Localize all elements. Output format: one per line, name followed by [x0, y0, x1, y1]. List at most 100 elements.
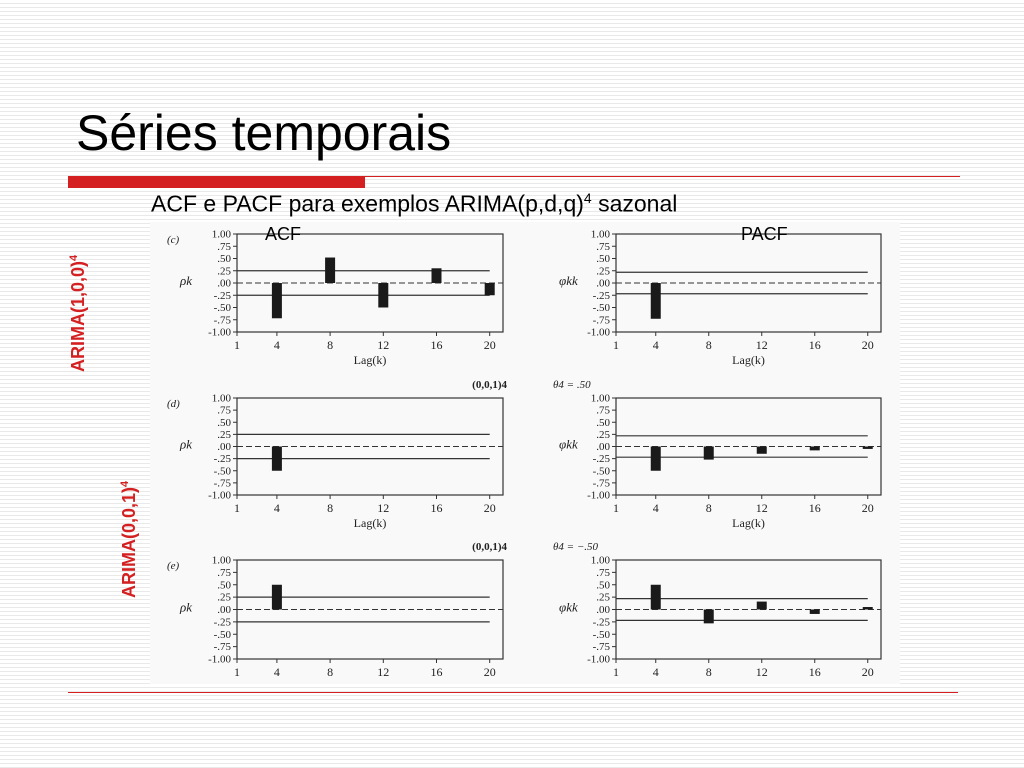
chart5-ytick-label: .50: [596, 579, 610, 591]
chart0-xtick-label: 16: [431, 338, 443, 352]
chart2-ytick-label: -.25: [214, 453, 232, 465]
chart1-ytick-label: 1.00: [591, 229, 611, 241]
chart0-xtick-label: 20: [484, 338, 496, 352]
chart5-xtick-label: 1: [613, 665, 619, 679]
chart5-xtick-label: 20: [862, 665, 874, 679]
chart2-xtick-label: 1: [234, 501, 240, 515]
chart0-xtick-label: 8: [327, 338, 333, 352]
chart5-bar: [756, 601, 767, 610]
chart1-xlabel: Lag(k): [732, 353, 765, 367]
chart2-ytick-label: .75: [217, 405, 231, 417]
chart1-xtick-label: 1: [613, 338, 619, 352]
chart5-bar: [809, 609, 820, 614]
pacf-column-label: PACF: [741, 224, 788, 244]
chart0-ytick-label: 1.00: [212, 229, 232, 241]
chart4-ytick-label: .75: [217, 567, 231, 579]
chart2-ytick-label: -.50: [214, 465, 232, 477]
chart1-ytick-label: -.75: [593, 314, 611, 326]
chart5-bar: [703, 609, 714, 624]
chart1-ylabel: φkk: [559, 273, 578, 288]
chart5-xtick-label: 12: [756, 665, 768, 679]
chart3-ytick-label: -1.00: [587, 490, 610, 502]
chart5-bar: [862, 607, 873, 610]
chart2-ytick-label: 1.00: [212, 393, 232, 405]
chart1-xtick-label: 20: [862, 338, 874, 352]
chart3-ytick-label: -.75: [593, 477, 611, 489]
chart3-bar: [756, 446, 767, 454]
chart5-ytick-label: .25: [596, 592, 610, 604]
chart1-ytick-label: .50: [596, 253, 610, 265]
chart3-bar: [809, 446, 820, 451]
chart4-ytick-label: -1.00: [208, 654, 231, 666]
chart3-xlabel: Lag(k): [732, 516, 765, 530]
chart3-ytick-label: .75: [596, 405, 610, 417]
chart4-ytick-label: .50: [217, 579, 231, 591]
chart1-ytick-label: -.50: [593, 302, 611, 314]
chart2-header-left: (0,0,1)4: [472, 379, 507, 391]
chart0-ytick-label: -1.00: [208, 327, 231, 339]
chart3-ytick-label: -.50: [593, 465, 611, 477]
chart3-ytick-label: 1.00: [591, 393, 611, 405]
chart0-bar: [325, 257, 336, 283]
chart2-ytick-label: .50: [217, 417, 231, 429]
chart3-xtick-label: 1: [613, 501, 619, 515]
chart3-bar: [703, 446, 714, 460]
chart4-xtick-label: 1: [234, 665, 240, 679]
chart3-xtick-label: 20: [862, 501, 874, 515]
chart5-ytick-label: 1.00: [591, 555, 611, 567]
chart0-xtick-label: 12: [377, 338, 389, 352]
chart0-ytick-label: -.75: [214, 314, 232, 326]
chart4-bar: [271, 584, 282, 610]
chart1-xtick-label: 16: [809, 338, 821, 352]
chart0-xlabel: Lag(k): [354, 353, 387, 367]
chart0-ytick-label: .50: [217, 253, 231, 265]
chart0-bar: [378, 283, 389, 308]
chart2-xtick-label: 16: [431, 501, 443, 515]
chart5-xtick-label: 4: [653, 665, 659, 679]
acf-pacf-figure: 1.00.75.50.25.00-.25-.50-.75-1.001 4 8 12 16…: [167, 229, 882, 679]
subtitle-text: ACF e PACF para exemplos ARIMA(p,d,q): [151, 190, 584, 217]
chart2-bar: [271, 446, 282, 471]
chart3-bar: [862, 446, 873, 449]
acf-column-label: ACF: [265, 224, 301, 244]
chart1-ytick-label: .75: [596, 241, 610, 253]
chart1-ytick-label: -.25: [593, 290, 611, 302]
side-label-arima-100: ARIMA(1,0,0)4: [68, 255, 89, 372]
chart4-ytick-label: -.75: [214, 641, 232, 653]
chart2-xtick-label: 8: [327, 501, 333, 515]
chart0-ytick-label: .25: [217, 265, 231, 277]
chart4-xtick-label: 4: [274, 665, 280, 679]
chart5-xtick-label: 16: [809, 665, 821, 679]
chart3-ytick-label: .50: [596, 417, 610, 429]
chart4-ytick-label: 1.00: [212, 555, 232, 567]
subtitle-suffix: sazonal: [591, 190, 678, 217]
chart5-ytick-label: -1.00: [587, 654, 610, 666]
chart0-xtick-label: 1: [234, 338, 240, 352]
chart4-panel-label: (e): [167, 560, 180, 572]
title-rule: [365, 176, 960, 177]
chart0-ytick-label: -.50: [214, 302, 232, 314]
chart3-xtick-label: 16: [809, 501, 821, 515]
chart0-panel-label: (c): [167, 234, 180, 246]
chart4-header-right: θ4 = −.50: [553, 541, 598, 553]
chart2-ytick-label: -.75: [214, 477, 232, 489]
chart2-ylabel: ρk: [179, 437, 192, 452]
chart5-ytick-label: -.25: [593, 616, 611, 628]
chart2-header-right: θ4 = .50: [553, 379, 591, 391]
chart2-ytick-label: .25: [217, 429, 231, 441]
chart5-ylabel: φkk: [559, 600, 578, 615]
chart0-ylabel: ρk: [179, 273, 192, 288]
chart0-ytick-label: .00: [217, 278, 231, 290]
slide-subtitle: ACF e PACF para exemplos ARIMA(p,d,q)4 s…: [151, 190, 677, 218]
chart1-xtick-label: 4: [653, 338, 659, 352]
figure-scan: 1.00.75.50.25.00 -.25 -.50 -.75 -1.00 1 4 8 12 16…: [150, 222, 900, 684]
chart3-bar: [650, 446, 661, 471]
subtitle-superscript: 4: [583, 190, 592, 206]
chart3-xtick-label: 12: [756, 501, 768, 515]
chart0-xtick-label: 4: [274, 338, 280, 352]
chart3-ytick-label: .00: [596, 441, 610, 453]
chart1-bar: [650, 283, 661, 319]
chart4-ylabel: ρk: [179, 600, 192, 615]
chart4-ytick-label: .25: [217, 592, 231, 604]
slide-title: Séries temporais: [76, 105, 452, 161]
